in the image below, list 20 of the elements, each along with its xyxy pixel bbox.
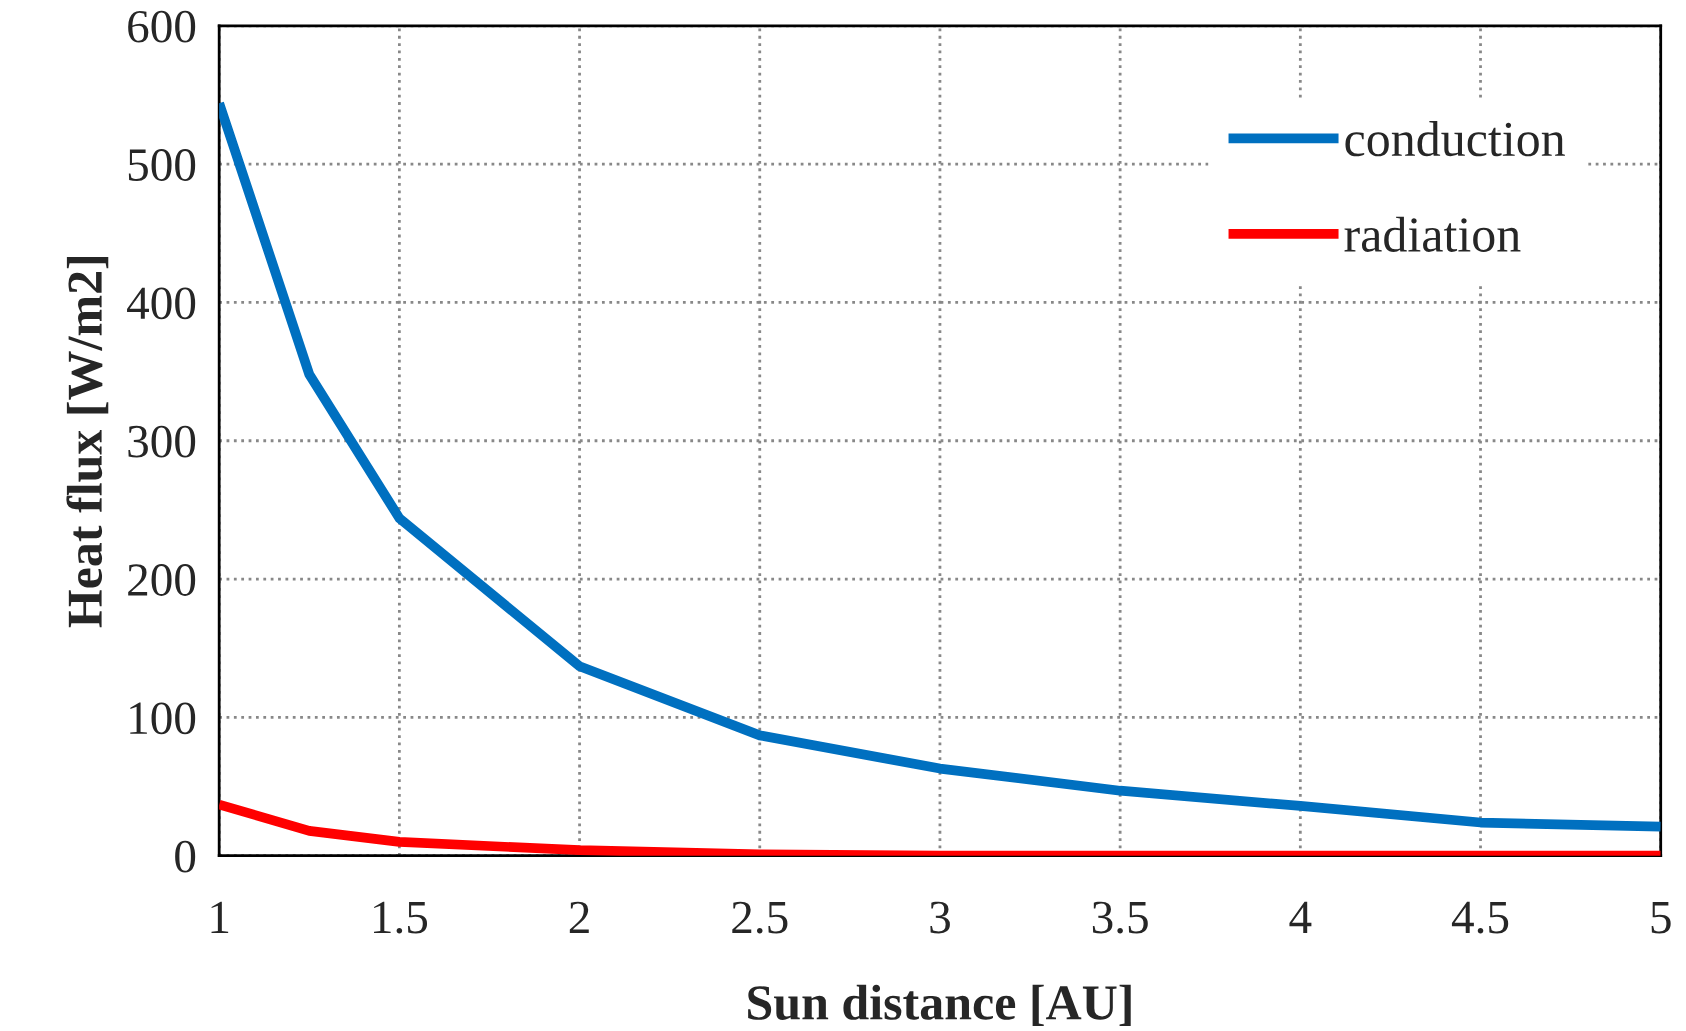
y-tick-label: 600 bbox=[128, 10, 196, 43]
y-tick-label: 500 bbox=[128, 149, 196, 181]
x-axis-title: Sun distance [AU] bbox=[748, 984, 1131, 1027]
x-tick-label: 4.5 bbox=[1451, 901, 1509, 934]
x-tick-label: 1.5 bbox=[374, 901, 428, 934]
legend-label: conduction bbox=[1345, 121, 1565, 157]
legend-label: radiation bbox=[1344, 216, 1521, 252]
y-tick-label: 300 bbox=[128, 425, 196, 458]
x-tick-label: 3.5 bbox=[1092, 901, 1148, 934]
y-tick-label: 400 bbox=[127, 287, 196, 320]
x-tick-label: 5 bbox=[1651, 902, 1671, 934]
x-tick-label: 4 bbox=[1289, 901, 1312, 933]
y-tick-label: 200 bbox=[128, 564, 196, 596]
y-axis-title: Heat flux [W/m2] bbox=[66, 257, 109, 628]
y-tick-label: 100 bbox=[130, 702, 196, 735]
x-tick-label: 2 bbox=[569, 901, 589, 933]
x-tick-label: 2.5 bbox=[732, 901, 788, 934]
y-tick-label: 0 bbox=[175, 840, 196, 873]
x-tick-label: 3 bbox=[930, 901, 950, 934]
x-tick-label: 1 bbox=[211, 901, 229, 933]
